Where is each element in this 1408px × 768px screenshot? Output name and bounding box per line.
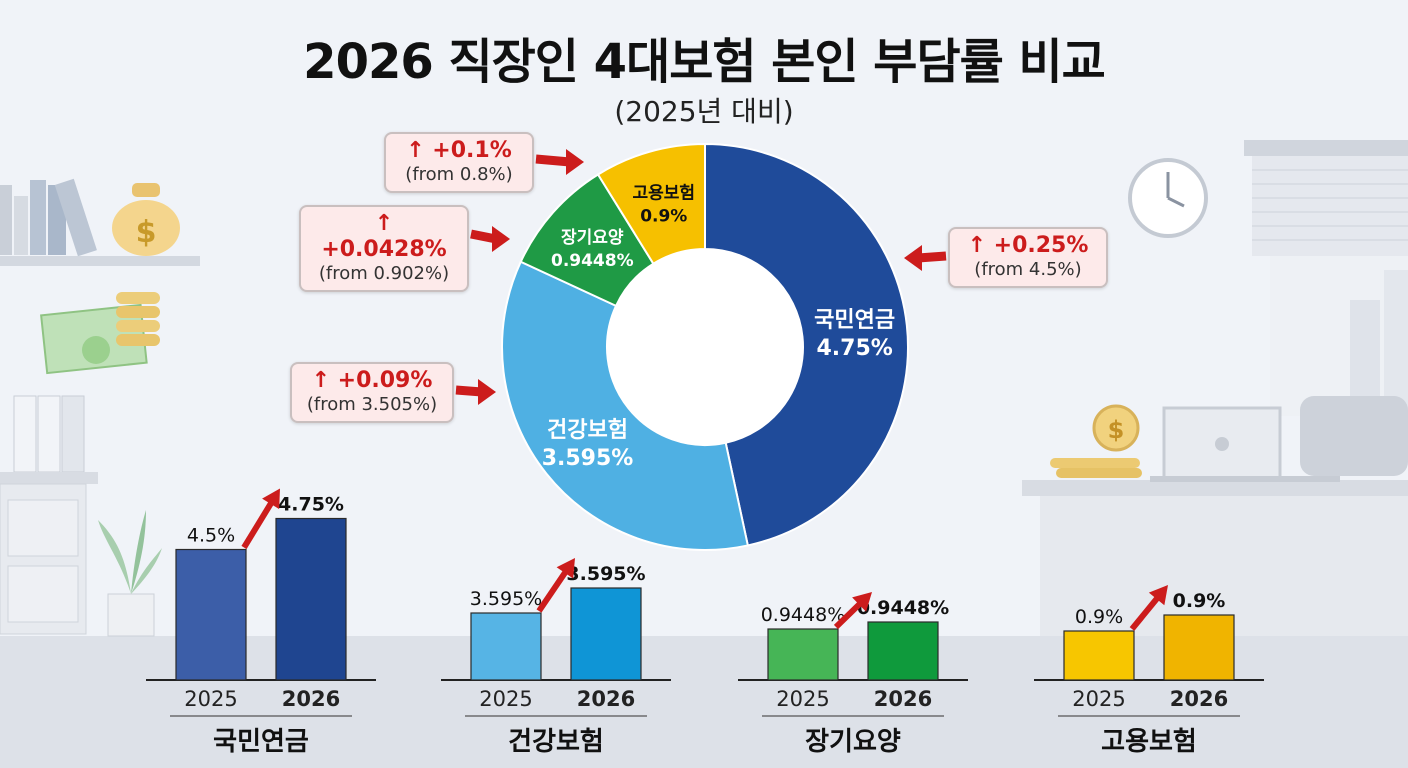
bar-value-label: 0.9448% xyxy=(761,604,846,626)
bar-category-label: 2025 xyxy=(479,687,532,711)
plant-icon xyxy=(98,510,162,637)
window-blinds-icon xyxy=(1244,140,1408,416)
bar-group-care: 0.9448% 2025 0.9448% 2026 장기요양 xyxy=(738,592,968,757)
callout-change: ↑ +0.25% xyxy=(967,233,1089,258)
slice-employment-insurance-label: 고용보험 xyxy=(632,182,695,203)
bar-value-label: 3.595% xyxy=(566,563,645,585)
callout-change: ↑ +0.1% xyxy=(406,138,512,163)
coin-icon: $ xyxy=(1050,404,1142,478)
slice-health-insurance-value: 3.595% xyxy=(542,446,634,471)
money-bag-icon: $ xyxy=(112,183,180,256)
bar-value-label: 3.595% xyxy=(470,588,542,610)
callout-health-insurance: ↑ +0.09% (from 3.505%) xyxy=(290,362,454,423)
arrow-long-term-care xyxy=(470,226,510,252)
svg-text:$: $ xyxy=(136,215,157,250)
slice-national-pension-value: 4.75% xyxy=(816,336,892,361)
bookshelf-icon xyxy=(0,178,200,266)
bar-employ-2025 xyxy=(1063,630,1135,681)
svg-text:$: $ xyxy=(1108,416,1125,444)
page-title: 2026 직장인 4대보험 본인 부담률 비교 xyxy=(303,34,1106,90)
bar-value-label: 0.9% xyxy=(1075,606,1123,628)
bar-group-title: 장기요양 xyxy=(805,727,901,757)
slice-health-insurance-label: 건강보험 xyxy=(547,417,628,443)
desk-icon xyxy=(1022,480,1408,636)
bar-category-label: 2025 xyxy=(184,687,237,711)
callout-from: (from 0.8%) xyxy=(405,164,513,185)
bar-group-title: 국민연금 xyxy=(213,727,309,757)
slice-employment-insurance-value: 0.9% xyxy=(640,206,687,226)
bar-group-health: 3.595% 2025 3.595% 2026 건강보험 xyxy=(441,558,671,757)
laptop-icon xyxy=(1150,396,1408,482)
binders-icon xyxy=(13,395,85,473)
increase-arrow-icon xyxy=(833,592,872,630)
arrow-pension xyxy=(904,245,947,271)
bar-value-label: 4.5% xyxy=(187,525,235,547)
bar-group-title: 고용보험 xyxy=(1101,727,1197,757)
arrow-health xyxy=(455,379,496,405)
increase-arrow-icon xyxy=(536,558,575,613)
cash-stack-icon xyxy=(40,292,160,375)
callout-change: ↑ +0.0428% xyxy=(321,211,447,262)
callout-national-pension: ↑ +0.25% (from 4.5%) xyxy=(948,227,1108,288)
page-subtitle: (2025년 대비) xyxy=(614,95,794,128)
bar-health-2026 xyxy=(570,587,642,681)
arrow-employment xyxy=(535,149,584,175)
cabinet-icon xyxy=(0,472,98,635)
bar-group-title: 건강보험 xyxy=(508,727,604,757)
callout-long-term-care: ↑ +0.0428% (from 0.902%) xyxy=(299,205,469,292)
increase-arrow-icon xyxy=(1129,585,1168,631)
bar-pension-2025 xyxy=(175,548,247,681)
bar-group-employ: 0.9% 2025 0.9% 2026 고용보험 xyxy=(1034,585,1264,757)
callout-from: (from 4.5%) xyxy=(974,259,1082,280)
bar-category-label: 2025 xyxy=(1072,687,1125,711)
donut-hole xyxy=(607,249,803,445)
callout-from: (from 0.902%) xyxy=(318,263,450,284)
bar-category-label: 2026 xyxy=(282,687,340,711)
bar-value-label: 4.75% xyxy=(278,494,344,516)
slice-national-pension-label: 국민연금 xyxy=(814,308,895,333)
callout-employment-insurance: ↑ +0.1% (from 0.8%) xyxy=(384,132,534,193)
callout-from: (from 3.505%) xyxy=(306,394,438,415)
bar-care-2025 xyxy=(767,628,839,681)
bar-group-pension: 4.5% 2025 4.75% 2026 국민연금 xyxy=(146,488,376,757)
callout-change: ↑ +0.09% xyxy=(311,368,433,393)
bar-value-label: 0.9448% xyxy=(857,597,949,619)
bar-pension-2026 xyxy=(275,517,347,681)
bar-employ-2026 xyxy=(1163,614,1235,681)
bar-value-label: 0.9% xyxy=(1173,590,1226,612)
bar-care-2026 xyxy=(867,621,939,681)
slice-long-term-care-label: 장기요양 xyxy=(561,228,624,248)
bar-health-2025 xyxy=(470,612,542,681)
slice-long-term-care-value: 0.9448% xyxy=(551,251,634,271)
bar-category-label: 2026 xyxy=(1170,687,1228,711)
bar-category-label: 2025 xyxy=(776,687,829,711)
bar-category-label: 2026 xyxy=(874,687,932,711)
increase-arrow-icon xyxy=(241,488,280,550)
wall-clock-icon xyxy=(1128,158,1208,238)
bar-category-label: 2026 xyxy=(577,687,635,711)
